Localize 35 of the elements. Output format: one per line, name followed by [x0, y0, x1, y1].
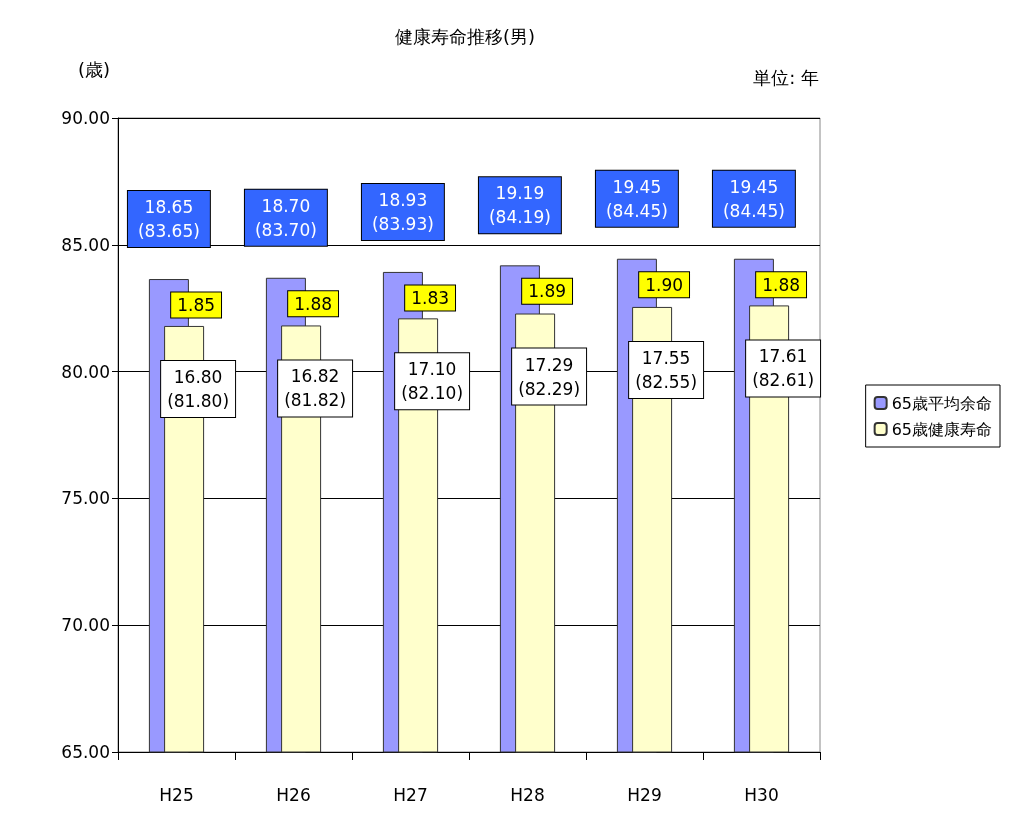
- annotation: 1.85: [177, 295, 216, 316]
- data-label: 16.80 (81.80): [167, 366, 230, 411]
- data-label: 19.45 (84.45): [722, 176, 785, 221]
- text: 単位: 年: [753, 66, 820, 88]
- chart-title: 健康寿命推移(男): [394, 25, 536, 47]
- annotation: 1.90: [645, 274, 684, 295]
- legend-label: 65歳健康寿命: [891, 419, 992, 439]
- annotation: 1.88: [762, 274, 801, 295]
- x-tick-label: H29: [627, 784, 662, 805]
- annotation: 1.88: [294, 293, 333, 314]
- y-tick-label: 90.00: [61, 108, 110, 128]
- y-tick-label: 65.00: [61, 742, 110, 762]
- data-label: 17.55 (82.55): [635, 347, 698, 392]
- data-label: 19.19 (84.19): [488, 183, 551, 228]
- data-label: 17.10 (82.10): [401, 359, 464, 404]
- data-label: 18.93 (83.93): [371, 189, 434, 234]
- x-tick-label: H27: [393, 784, 428, 805]
- data-label: 17.61 (82.61): [752, 346, 815, 391]
- y-axis-title: (歳): [78, 58, 111, 80]
- data-label: 17.29 (82.29): [518, 354, 581, 399]
- x-tick-label: H30: [744, 784, 779, 805]
- legend-label: 65歳平均余命: [891, 393, 992, 413]
- y-tick-label: 85.00: [61, 234, 110, 255]
- y-tick-label: 80.00: [61, 361, 110, 382]
- data-label: 18.65 (83.65): [137, 197, 200, 242]
- annotation: 1.83: [411, 287, 450, 308]
- annotation: 1.89: [528, 281, 567, 302]
- y-tick-label: 75.00: [61, 488, 110, 509]
- x-tick-label: H25: [159, 784, 194, 805]
- data-label: 19.45 (84.45): [605, 176, 668, 221]
- x-tick-label: H26: [276, 784, 311, 805]
- data-label: 18.70 (83.70): [254, 195, 317, 240]
- x-tick-label: H28: [510, 784, 545, 805]
- data-label: 16.82 (81.82): [284, 366, 347, 411]
- y-tick-label: 70.00: [61, 615, 110, 636]
